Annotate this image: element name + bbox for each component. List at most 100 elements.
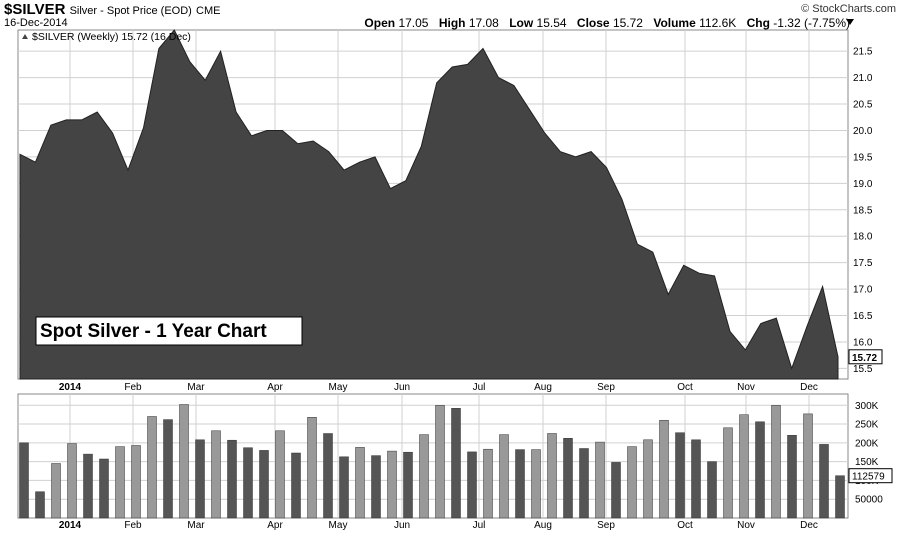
volume-bar xyxy=(67,443,77,519)
volume-bar xyxy=(419,434,429,519)
volume-bar xyxy=(595,441,605,519)
volume-x-tick-label: Sep xyxy=(597,520,615,531)
price-x-tick-label: Jul xyxy=(473,382,486,393)
volume-bar xyxy=(803,413,813,519)
volume-tick-label: 200K xyxy=(855,438,879,449)
price-x-tick-label: Dec xyxy=(800,382,818,393)
close-label: Close xyxy=(576,16,610,30)
volume-bar xyxy=(35,491,45,519)
legend-area-icon xyxy=(22,34,28,39)
chart-header: $SILVER Silver - Spot Price (EOD) CME 16… xyxy=(0,0,900,30)
volume-tick-label: 250K xyxy=(855,420,879,431)
ohlc-readout: Open 17.05 High 17.08 Low 15.54 Close 15… xyxy=(364,16,850,30)
volume-bar xyxy=(467,451,477,519)
volume-x-tick-label: Aug xyxy=(534,520,552,531)
volume-bar xyxy=(835,475,845,519)
price-x-tick-label: 2014 xyxy=(59,382,82,393)
volume-bar xyxy=(355,447,365,519)
volume-bar xyxy=(627,446,637,519)
price-tick-label: 21.5 xyxy=(853,47,873,58)
chart-date: 16-Dec-2014 xyxy=(4,17,68,29)
volume-bar xyxy=(371,455,381,519)
volume-bar xyxy=(131,445,141,519)
volume-bar xyxy=(787,435,797,519)
price-tick-label: 18.5 xyxy=(853,205,873,216)
volume-bar xyxy=(211,430,221,519)
price-x-tick-label: Nov xyxy=(737,382,755,393)
exchange: CME xyxy=(196,5,221,17)
price-last-value-box xyxy=(848,349,883,365)
volume-bar xyxy=(563,438,573,519)
volume-bar xyxy=(291,452,301,519)
volume-bar xyxy=(723,427,733,519)
volume-tick-label: 150K xyxy=(855,457,879,468)
volume-last-value-box xyxy=(848,468,893,484)
volume-bar xyxy=(83,453,93,519)
volume-bar xyxy=(403,451,413,519)
volume-bar xyxy=(179,404,189,519)
volume-bar xyxy=(659,420,669,519)
volume-bar xyxy=(691,439,701,519)
low-value: 15.54 xyxy=(536,16,567,30)
chg-value: -1.32 (-7.75%) xyxy=(773,16,850,30)
price-tick-label: 19.0 xyxy=(853,179,873,190)
volume-bar xyxy=(515,449,525,519)
annotation-text: Spot Silver - 1 Year Chart xyxy=(40,321,267,342)
open-label: Open xyxy=(364,16,396,30)
volume-x-tick-label: Jul xyxy=(473,520,486,531)
volume-bar xyxy=(163,419,173,519)
close-value: 15.72 xyxy=(612,16,643,30)
volume-x-tick-label: Apr xyxy=(267,520,283,531)
price-tick-label: 15.5 xyxy=(853,364,873,375)
price-x-tick-label: Aug xyxy=(534,382,552,393)
volume-bar xyxy=(531,449,541,519)
volume-tick-label: 300K xyxy=(855,401,879,412)
price-tick-label: 19.5 xyxy=(853,152,873,163)
volume-tick-label: 50000 xyxy=(855,495,883,506)
volume-value: 112.6K xyxy=(699,16,737,30)
annotation-box xyxy=(35,316,303,346)
open-value: 17.05 xyxy=(398,16,429,30)
volume-bar xyxy=(323,433,333,519)
price-x-tick-label: Apr xyxy=(267,382,283,393)
price-x-tick-label: Sep xyxy=(597,382,615,393)
credit[interactable]: © StockCharts.com xyxy=(801,3,896,15)
price-area-series xyxy=(19,29,839,380)
volume-x-tick-label: Oct xyxy=(677,520,693,531)
low-label: Low xyxy=(509,16,534,30)
volume-bar xyxy=(435,405,445,519)
price-tick-label: 20.5 xyxy=(853,100,873,111)
volume-bar xyxy=(755,421,765,519)
volume-bar xyxy=(611,462,621,519)
symbol-title: $SILVER Silver - Spot Price (EOD) CME xyxy=(4,1,220,18)
symbol-description: Silver - Spot Price (EOD) xyxy=(69,5,192,17)
high-value: 17.08 xyxy=(468,16,499,30)
volume-bar xyxy=(259,450,269,519)
price-tick-label: 21.0 xyxy=(853,73,873,84)
volume-bar xyxy=(771,405,781,519)
volume-label: Volume xyxy=(653,16,696,30)
volume-bar xyxy=(451,408,461,519)
volume-bar xyxy=(147,416,157,519)
volume-x-tick-label: Nov xyxy=(737,520,755,531)
price-tick-label: 16.5 xyxy=(853,311,873,322)
price-last-value-label: 15.72 xyxy=(852,353,877,364)
price-tick-label: 18.0 xyxy=(853,232,873,243)
dropdown-arrow-icon[interactable] xyxy=(846,19,854,25)
volume-bar xyxy=(643,439,653,519)
volume-bar xyxy=(307,417,317,519)
volume-bar xyxy=(547,433,557,519)
volume-bar xyxy=(19,442,29,519)
volume-last-value-label: 112579 xyxy=(852,472,885,483)
price-x-tick-label: Mar xyxy=(187,382,205,393)
price-tick-label: 20.0 xyxy=(853,126,873,137)
volume-x-tick-label: Jun xyxy=(394,520,410,531)
volume-bar xyxy=(99,458,109,519)
volume-x-tick-label: Feb xyxy=(124,520,142,531)
price-x-tick-label: Feb xyxy=(124,382,142,393)
volume-bar xyxy=(51,463,61,519)
chg-label: Chg xyxy=(746,16,770,30)
price-x-tick-label: Jun xyxy=(394,382,410,393)
volume-bar xyxy=(227,439,237,519)
